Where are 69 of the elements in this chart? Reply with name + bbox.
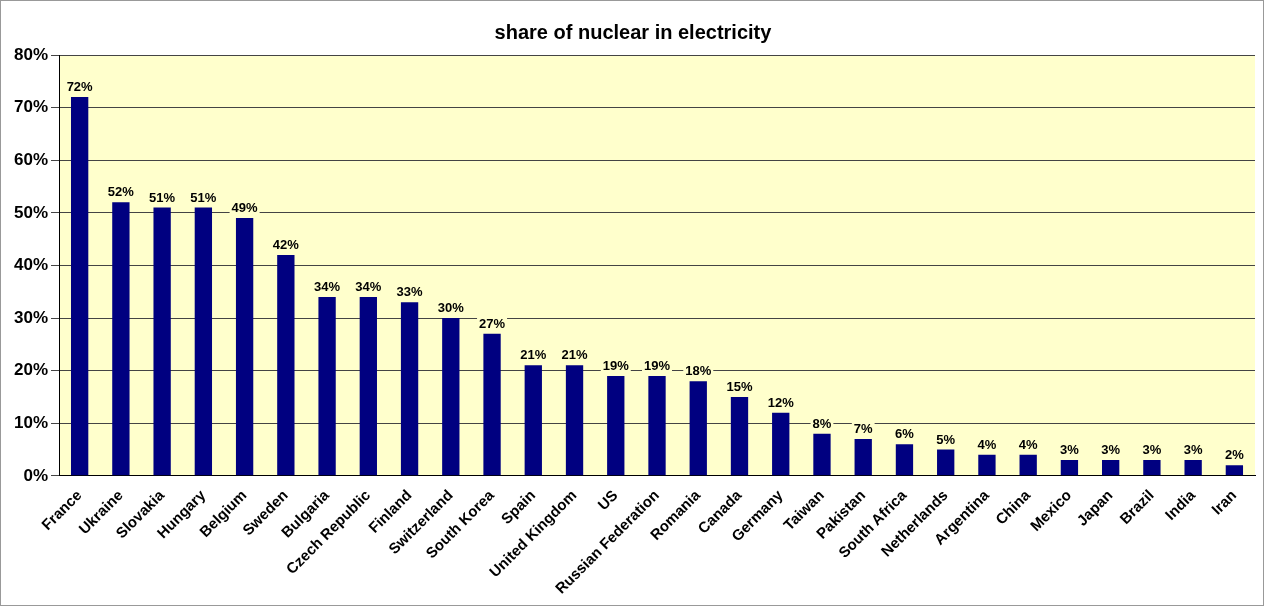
bar bbox=[1225, 465, 1244, 476]
data-label: 52% bbox=[107, 184, 135, 200]
bar bbox=[565, 365, 584, 476]
bar bbox=[235, 218, 254, 476]
data-label: 21% bbox=[561, 347, 588, 363]
y-tick-label: 10% bbox=[13, 412, 49, 432]
y-tick-label: 50% bbox=[13, 202, 49, 222]
bar bbox=[442, 318, 460, 476]
data-label: 30% bbox=[437, 300, 465, 316]
data-label: 18% bbox=[685, 363, 712, 379]
bar bbox=[318, 296, 336, 476]
data-label: 12% bbox=[767, 394, 795, 410]
data-label: 21% bbox=[520, 347, 547, 363]
data-label: 42% bbox=[272, 236, 300, 252]
bar bbox=[70, 97, 89, 476]
bar bbox=[112, 202, 130, 476]
data-label: 2% bbox=[1224, 447, 1245, 463]
data-label: 34% bbox=[314, 279, 341, 295]
y-tick-label: 40% bbox=[13, 255, 49, 275]
data-label: 33% bbox=[396, 284, 424, 300]
bar bbox=[854, 439, 872, 476]
bar bbox=[359, 296, 377, 476]
data-label: 15% bbox=[726, 379, 753, 395]
bar bbox=[1143, 460, 1161, 476]
bar bbox=[813, 433, 831, 476]
data-label: 19% bbox=[602, 357, 630, 373]
data-label: 3% bbox=[1183, 442, 1203, 458]
bar bbox=[1019, 454, 1037, 476]
bar bbox=[153, 207, 171, 476]
bar bbox=[895, 444, 914, 476]
y-tick-label: 30% bbox=[13, 307, 49, 327]
data-label: 4% bbox=[1018, 436, 1039, 452]
y-tick-label: 0% bbox=[23, 465, 49, 485]
y-tick-label: 60% bbox=[13, 149, 49, 169]
bar bbox=[524, 365, 542, 476]
bar bbox=[772, 412, 790, 476]
bar bbox=[978, 454, 996, 476]
chart-title: share of nuclear in electricity bbox=[494, 20, 773, 43]
bar bbox=[1060, 460, 1079, 476]
bar bbox=[483, 333, 501, 476]
data-label: 7% bbox=[853, 421, 874, 437]
y-tick-label: 20% bbox=[13, 360, 49, 380]
data-label: 3% bbox=[1142, 442, 1162, 458]
bar bbox=[648, 375, 666, 476]
data-label: 19% bbox=[644, 357, 671, 373]
bar bbox=[277, 254, 295, 476]
data-label: 6% bbox=[895, 426, 915, 442]
bar bbox=[194, 207, 213, 476]
data-label: 51% bbox=[190, 189, 217, 205]
bar bbox=[1184, 460, 1202, 476]
data-label: 34% bbox=[355, 279, 382, 295]
data-label: 51% bbox=[149, 189, 176, 205]
x-tick-label: Iran bbox=[1207, 486, 1240, 518]
data-label: 49% bbox=[231, 200, 259, 216]
bar bbox=[689, 381, 707, 476]
y-tick-label: 70% bbox=[13, 97, 49, 117]
data-label: 72% bbox=[66, 79, 94, 95]
data-label: 3% bbox=[1060, 442, 1080, 458]
data-label: 4% bbox=[977, 436, 997, 452]
bar bbox=[937, 449, 955, 476]
data-label: 5% bbox=[936, 431, 956, 447]
bar bbox=[1102, 460, 1120, 476]
data-label: 3% bbox=[1101, 442, 1121, 458]
bar bbox=[607, 375, 625, 476]
data-label: 27% bbox=[479, 315, 506, 331]
y-tick-label: 80% bbox=[13, 44, 49, 64]
bar bbox=[730, 396, 749, 476]
data-label: 8% bbox=[812, 415, 832, 431]
bar bbox=[400, 302, 419, 476]
